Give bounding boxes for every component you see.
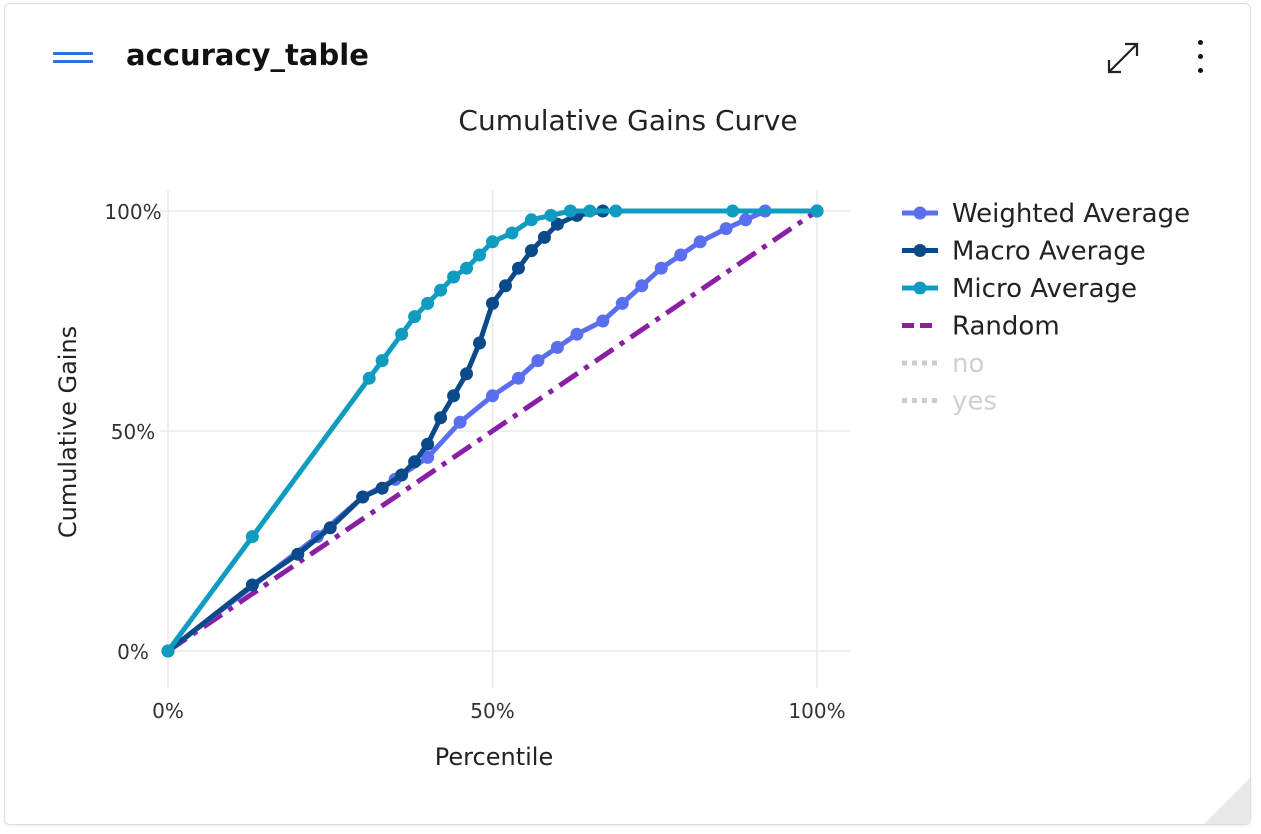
y-tick-label: 50% (111, 420, 155, 444)
y-tick-label: 100% (104, 200, 161, 224)
data-point[interactable] (693, 235, 707, 249)
data-point[interactable] (447, 389, 461, 403)
data-point[interactable] (421, 437, 435, 451)
data-point[interactable] (486, 235, 499, 249)
data-point[interactable] (291, 547, 305, 561)
legend-item-yes[interactable]: yes (902, 387, 997, 417)
data-point[interactable] (460, 367, 474, 381)
data-point[interactable] (356, 490, 370, 504)
resize-handle[interactable] (1204, 778, 1250, 824)
data-point[interactable] (524, 213, 538, 227)
data-point[interactable] (524, 244, 538, 258)
data-point[interactable] (421, 296, 435, 310)
card-title: accuracy_table (126, 38, 369, 72)
data-point[interactable] (719, 222, 733, 236)
legend-swatch (902, 281, 938, 295)
data-point[interactable] (434, 411, 448, 425)
data-point[interactable] (323, 521, 337, 535)
data-point[interactable] (537, 230, 551, 244)
data-point[interactable] (473, 336, 487, 350)
data-point[interactable] (511, 261, 525, 275)
legend-swatch (902, 244, 938, 257)
data-point[interactable] (395, 327, 409, 341)
legend-swatch (902, 206, 938, 220)
data-point[interactable] (460, 261, 474, 275)
data-point[interactable] (486, 389, 499, 403)
data-point[interactable] (596, 314, 610, 328)
chart-card: accuracy_table (4, 3, 1251, 825)
data-point[interactable] (583, 204, 597, 218)
series-micro-average (161, 204, 824, 658)
legend-label: Random (952, 312, 1060, 342)
legend-item-weighted-average[interactable]: Weighted Average (902, 199, 1190, 229)
legend-label: yes (952, 387, 997, 417)
data-point[interactable] (726, 204, 740, 218)
x-axis: 0% 50% 100% (152, 699, 845, 723)
data-point[interactable] (498, 279, 512, 293)
data-point[interactable] (421, 450, 435, 464)
series-line-random (166, 208, 819, 654)
chart-title: Cumulative Gains Curve (458, 104, 797, 137)
legend-label: Weighted Average (952, 199, 1190, 229)
data-point[interactable] (570, 327, 584, 341)
data-point[interactable] (563, 204, 577, 218)
legend-item-micro-average[interactable]: Micro Average (902, 274, 1137, 304)
data-point[interactable] (434, 283, 448, 297)
y-tick-label: 0% (117, 640, 149, 664)
x-tick-label: 50% (470, 699, 514, 723)
y-axis: 0% 50% 100% (104, 200, 161, 664)
legend-label: Macro Average (952, 237, 1146, 267)
data-point[interactable] (473, 248, 487, 262)
x-axis-label: Percentile (435, 743, 553, 771)
data-point[interactable] (245, 530, 259, 544)
legend-label: no (952, 349, 984, 379)
legend-label: Micro Average (952, 274, 1137, 304)
series-layer (161, 204, 824, 658)
data-point[interactable] (550, 340, 564, 354)
data-point[interactable] (544, 208, 558, 222)
series-random (166, 208, 819, 654)
data-point[interactable] (615, 296, 629, 310)
data-point[interactable] (739, 213, 753, 227)
data-point[interactable] (609, 204, 623, 218)
data-point[interactable] (408, 455, 422, 469)
data-point[interactable] (161, 644, 175, 658)
data-point[interactable] (531, 354, 545, 368)
data-point[interactable] (375, 481, 389, 495)
data-point[interactable] (245, 578, 259, 592)
data-point[interactable] (486, 296, 499, 310)
x-tick-label: 100% (788, 699, 845, 723)
data-point[interactable] (447, 270, 461, 284)
legend-item-random[interactable]: Random (902, 312, 1060, 342)
data-point[interactable] (375, 354, 389, 368)
data-point[interactable] (395, 468, 409, 482)
series-line-macro-average (165, 208, 820, 654)
legend-item-no[interactable]: no (902, 349, 984, 379)
hamburger-icon[interactable] (53, 48, 93, 68)
data-point[interactable] (810, 204, 824, 218)
expand-icon[interactable] (1101, 36, 1145, 80)
data-point[interactable] (654, 261, 668, 275)
data-point[interactable] (362, 371, 376, 385)
legend: Weighted Average Macro Average Micro Avera… (902, 199, 1190, 417)
legend-item-macro-average[interactable]: Macro Average (902, 237, 1146, 267)
data-point[interactable] (511, 371, 525, 385)
x-tick-label: 0% (152, 699, 184, 723)
data-point[interactable] (674, 248, 688, 262)
more-vertical-icon[interactable] (1190, 38, 1212, 78)
data-point[interactable] (453, 415, 467, 429)
y-axis-label: Cumulative Gains (54, 326, 82, 538)
data-point[interactable] (505, 226, 519, 240)
grid (160, 190, 850, 688)
data-point[interactable] (408, 310, 422, 324)
data-point[interactable] (635, 279, 649, 293)
